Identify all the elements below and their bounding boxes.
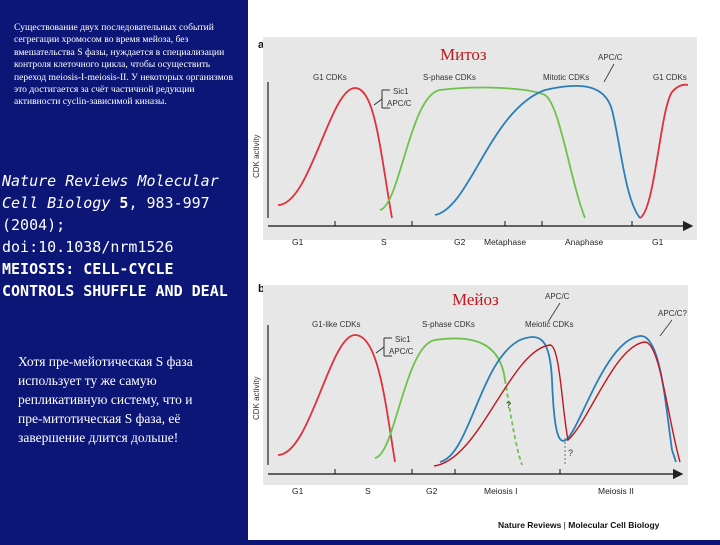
panel-b-label-s-phase-cdks: S-phase CDKs: [422, 320, 475, 329]
panel-a-label-s-phase-cdks: S-phase CDKs: [423, 73, 476, 82]
panel-a-inhibitor-bracket: [373, 89, 390, 109]
citation-article-title: MEIOSIS: CELL-CYCLE CONTROLS SHUFFLE AND…: [2, 260, 228, 300]
panel-b-phase-g1: G1: [292, 486, 304, 496]
note-bottom-text: Хотя пре-мейотическая S фаза использует …: [18, 354, 193, 445]
panel-b-y-label: CDK activity: [252, 376, 261, 420]
credit-publisher: Nature Reviews: [498, 520, 562, 530]
credit-journal: Molecular Cell Biology: [568, 520, 659, 530]
panel-b-label-apc-c: APC/C: [389, 347, 414, 356]
panel-a-label-g1-cdks: G1 CDKs: [313, 73, 347, 82]
credit-separator: |: [561, 520, 568, 530]
panel-b-phase-meiosis-2: Meiosis II: [598, 486, 634, 496]
figure-panel: a Митоз CDK activity G1 CDKs S-phase CDK…: [248, 0, 720, 540]
panel-b-inhibitor-bracket: [375, 337, 392, 357]
panel-b-meiotic-cdk-curve: [439, 335, 677, 463]
panel-b-label-meiotic-cdks: Meiotic CDKs: [525, 320, 573, 329]
panel-a-label-sic1: Sic1: [393, 87, 409, 96]
panel-b-phase-ticks: [334, 469, 561, 474]
panel-b-g1-like-cdk-curve: [277, 334, 396, 463]
panel-b-plot-bg: [263, 285, 688, 485]
panel-a-phase-s: S: [381, 237, 387, 247]
panel-b-phase-s: S: [365, 486, 371, 496]
panel-a-letter: a: [258, 39, 265, 51]
panel-b-apc-right-pointer: [659, 319, 673, 337]
panel-b-s-phase-cdk-curve: [374, 337, 506, 459]
panel-a-label-apc: APC/C: [598, 53, 623, 62]
panel-a-phase-g1: G1: [292, 237, 304, 247]
panel-a-y-label: CDK activity: [252, 134, 261, 178]
panel-b-question-mark-2: ?: [568, 448, 573, 458]
panel-a-phase-anaphase: Anaphase: [565, 237, 604, 247]
panel-a-plot-bg: [263, 37, 697, 240]
panel-b-meiotic-cdk-red-curve: [433, 341, 681, 467]
panel-a-phase-metaphase: Metaphase: [484, 237, 526, 247]
note-top-text: Существование двух последовательных собы…: [14, 22, 233, 108]
citation-year: (2004);: [2, 216, 66, 234]
cdk-activity-figure: a Митоз CDK activity G1 CDKs S-phase CDK…: [252, 37, 697, 530]
panel-a-label-g1-cdks-right: G1 CDKs: [653, 73, 687, 82]
panel-a-apc-pointer: [603, 63, 615, 83]
panel-b-label-g1-like-cdks: G1-like CDKs: [312, 320, 360, 329]
panel-a-s-phase-cdk-curve: [379, 86, 586, 219]
panel-b-letter: b: [258, 283, 265, 295]
citation-doi: doi:10.1038/nrm1526: [2, 238, 174, 256]
panel-a-phase-g2: G2: [454, 237, 466, 247]
panel-a-phase-ticks: [334, 221, 633, 226]
panel-b-label-sic1: Sic1: [395, 335, 411, 344]
citation-journal: Nature Reviews Molecular Cell Biology: [2, 172, 219, 212]
citation-pages: , 983-997: [128, 194, 210, 212]
panel-b-phase-g2: G2: [426, 486, 438, 496]
figure-credit: Nature Reviews | Molecular Cell Biology: [498, 520, 660, 530]
panel-b-s-phase-cdk-dashed: [504, 379, 523, 466]
panel-a-label-apc-c: APC/C: [387, 99, 412, 108]
panel-b-label-apc-mid: APC/C: [545, 292, 570, 301]
panel-b-title: Мейоз: [452, 290, 499, 309]
panel-b-question-mark-1: ?: [506, 400, 511, 410]
panel-b-apc-pointer: [547, 302, 561, 323]
panel-a-title: Митоз: [440, 45, 487, 64]
panel-a-g1-cdk-curve: [277, 87, 393, 219]
citation-volume: 5: [119, 194, 129, 212]
panel-b-phase-meiosis-1: Meiosis I: [484, 486, 518, 496]
panel-b-label-apc-right: APC/C?: [658, 309, 687, 318]
panel-a-g1-cdk-right-curve: [639, 83, 689, 219]
citation-block: Nature Reviews Molecular Cell Biology 5,…: [2, 170, 242, 302]
panel-a-phase-g1-right: G1: [652, 237, 664, 247]
panel-a-label-mitotic-cdks: Mitotic CDKs: [543, 73, 589, 82]
panel-a-mitotic-cdk-curve: [434, 84, 641, 219]
